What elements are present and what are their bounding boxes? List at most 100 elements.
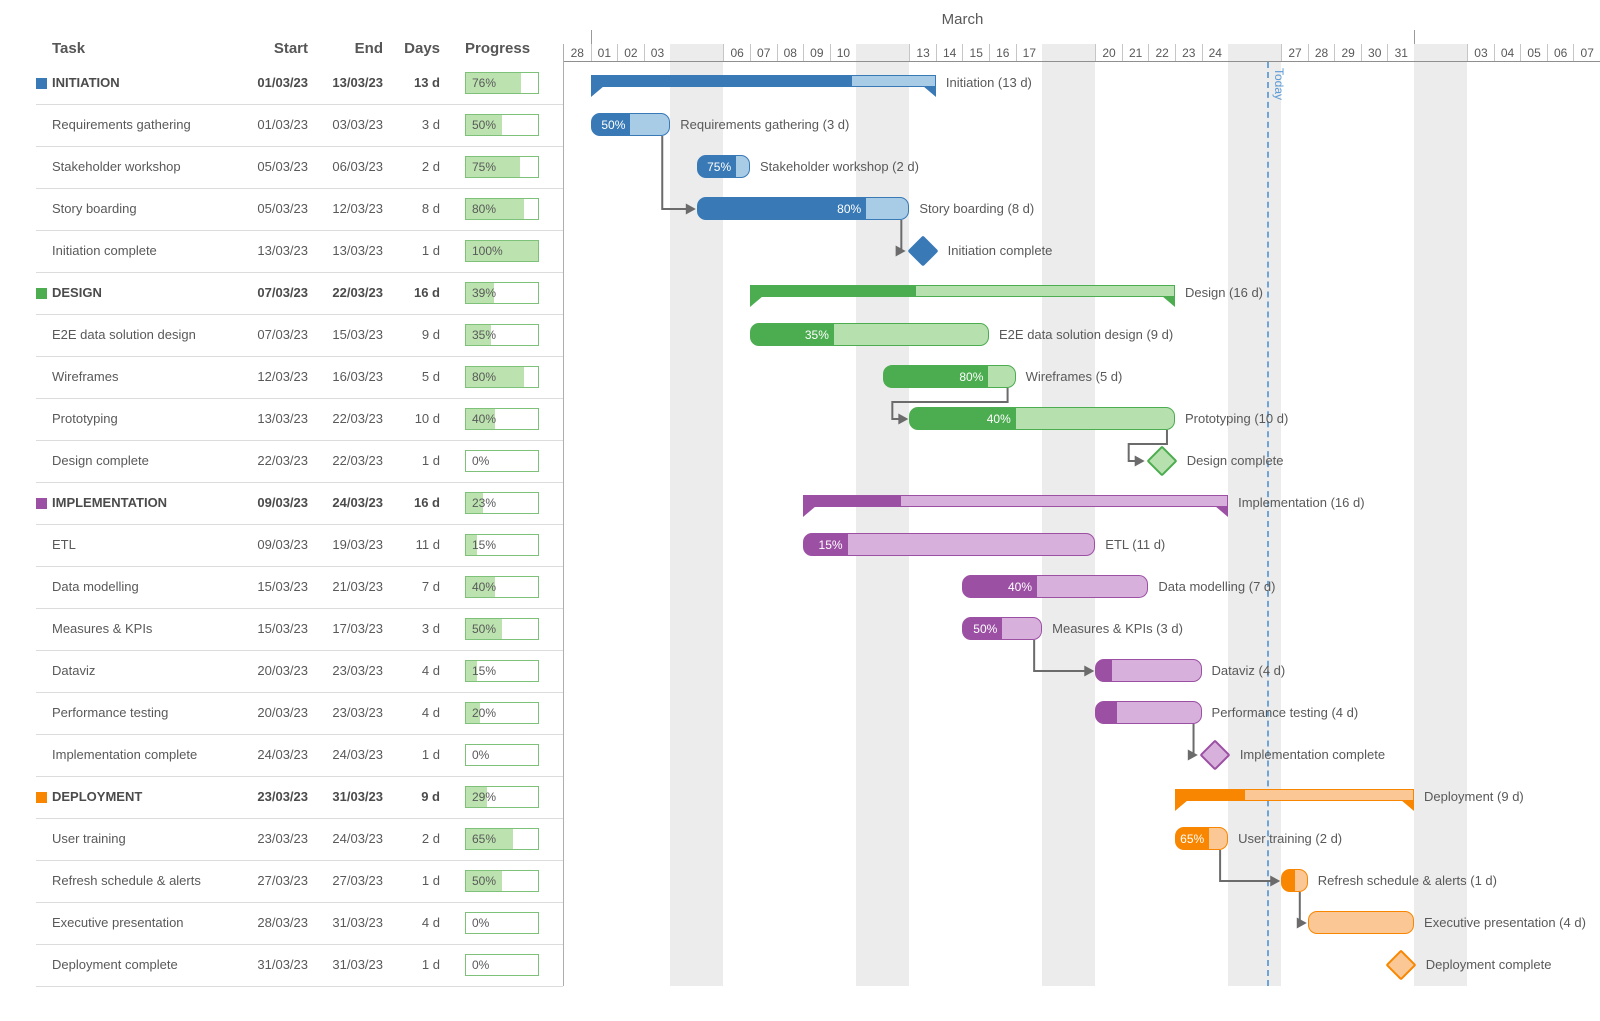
summary-progress-fill (750, 286, 916, 296)
gantt-task-bar[interactable]: 50% (962, 617, 1043, 640)
gantt-task-bar[interactable] (1281, 869, 1308, 892)
task-progress-label: 0% (472, 454, 490, 468)
table-row[interactable]: Story boarding 05/03/23 12/03/23 8 d 80% (0, 188, 564, 230)
task-progress-cell: 29% (465, 786, 539, 808)
task-bar-progress-fill (1096, 702, 1118, 723)
table-row[interactable]: E2E data solution design 07/03/23 15/03/23… (0, 314, 564, 356)
gantt-summary-bar[interactable] (1174, 789, 1415, 811)
date-cell: 06 (1546, 44, 1574, 62)
task-days: 3 d (421, 621, 440, 636)
table-row[interactable]: Stakeholder workshop 05/03/23 06/03/23 2 d 7… (0, 146, 564, 188)
task-bar-progress-fill: 40% (963, 576, 1038, 597)
gantt-task-bar[interactable]: 35% (749, 323, 989, 346)
task-progress-fill (466, 619, 502, 639)
task-name: Measures & KPIs (52, 621, 153, 636)
task-name: INITIATION (52, 75, 120, 90)
task-table: Task Start End Days Progress INITIATION 0… (0, 0, 564, 1021)
dependency-arrow (891, 388, 1009, 420)
date-cell: 28 (570, 46, 584, 60)
date-cell: 06 (723, 44, 750, 62)
today-line (1266, 62, 1269, 986)
gantt-task-bar[interactable]: 15% (803, 533, 1096, 556)
gantt-task-bar[interactable] (1095, 701, 1202, 724)
month-boundary-tick (1414, 30, 1416, 44)
task-days: 1 d (421, 957, 440, 972)
table-row[interactable]: Measures & KPIs 15/03/23 17/03/23 3 d 50% (0, 608, 564, 650)
task-name: User training (52, 831, 126, 846)
task-start-date: 28/03/23 (257, 915, 308, 930)
task-start-date: 01/03/23 (257, 75, 308, 90)
gantt-task-bar[interactable]: 50% (590, 113, 671, 136)
table-row[interactable]: DEPLOYMENT 23/03/23 31/03/23 9 d 29% (0, 776, 564, 818)
bar-label: Stakeholder workshop (2 d) (759, 159, 919, 174)
gantt-task-bar[interactable] (1095, 659, 1202, 682)
group-color-icon (36, 498, 47, 509)
table-row[interactable]: Requirements gathering 01/03/23 03/03/23 3 … (0, 104, 564, 146)
table-row[interactable]: Executive presentation 28/03/23 31/03/23 4 … (0, 902, 564, 944)
task-progress-label: 0% (472, 748, 490, 762)
task-start-date: 23/03/23 (257, 831, 308, 846)
gantt-task-bar[interactable]: 40% (909, 407, 1175, 430)
gantt-summary-bar[interactable] (803, 495, 1229, 517)
table-row[interactable]: Data modelling 15/03/23 21/03/23 7 d 40% (0, 566, 564, 608)
task-days: 9 d (421, 789, 440, 804)
task-progress-label: 50% (472, 874, 497, 888)
gantt-task-bar[interactable]: 40% (962, 575, 1149, 598)
bar-label: Implementation complete (1239, 747, 1386, 762)
gantt-summary-bar[interactable] (590, 75, 936, 97)
date-cell: 27 (1281, 44, 1308, 62)
table-row[interactable]: Refresh schedule & alerts 27/03/23 27/03/2… (0, 860, 564, 902)
bar-label: Dataviz (4 d) (1211, 663, 1286, 678)
task-start-date: 15/03/23 (257, 621, 308, 636)
dependency-arrow (1219, 850, 1272, 882)
gantt-summary-bar[interactable] (749, 285, 1175, 307)
task-start-date: 01/03/23 (257, 117, 308, 132)
table-row[interactable]: Implementation complete 24/03/23 24/03/23 1… (0, 734, 564, 776)
table-row[interactable]: INITIATION 01/03/23 13/03/23 13 d 76% (0, 62, 564, 104)
task-progress-label: 35% (472, 328, 497, 342)
table-row[interactable]: Wireframes 12/03/23 16/03/23 5 d 80% (0, 356, 564, 398)
task-days: 10 d (414, 411, 440, 426)
table-row[interactable]: IMPLEMENTATION 09/03/23 24/03/23 16 d 23% (0, 482, 564, 524)
table-row[interactable]: Design complete 22/03/23 22/03/23 1 d 0% (0, 440, 564, 482)
bar-label: Initiation complete (947, 243, 1053, 258)
gantt-task-bar[interactable]: 80% (696, 197, 910, 220)
task-days: 4 d (421, 915, 440, 930)
task-days: 4 d (421, 663, 440, 678)
task-progress-cell: 40% (465, 408, 539, 430)
task-start-date: 13/03/23 (257, 411, 308, 426)
table-row[interactable]: Dataviz 20/03/23 23/03/23 4 d 15% (0, 650, 564, 692)
gantt-task-bar[interactable]: 80% (882, 365, 1016, 388)
group-color-icon (36, 792, 47, 803)
task-progress-label: 15% (472, 664, 497, 678)
gantt-task-bar[interactable]: 65% (1174, 827, 1229, 850)
table-row[interactable]: Deployment complete 31/03/23 31/03/23 1 d 0% (0, 944, 564, 986)
gantt-task-bar[interactable] (1307, 911, 1415, 934)
task-start-date: 24/03/23 (257, 747, 308, 762)
task-start-date: 09/03/23 (257, 537, 308, 552)
row-separator (36, 230, 563, 231)
gantt-task-bar[interactable]: 75% (696, 155, 750, 178)
table-row[interactable]: ETL 09/03/23 19/03/23 11 d 15% (0, 524, 564, 566)
table-row[interactable]: Prototyping 13/03/23 22/03/23 10 d 40% (0, 398, 564, 440)
table-row[interactable]: Initiation complete 13/03/23 13/03/23 1 d 10… (0, 230, 564, 272)
task-name: Requirements gathering (52, 117, 191, 132)
task-end-date: 06/03/23 (332, 159, 383, 174)
task-progress-label: 29% (472, 790, 497, 804)
summary-right-cap (1401, 800, 1415, 811)
date-cell: 23 (1174, 44, 1202, 62)
table-row[interactable]: User training 23/03/23 24/03/23 2 d 65% (0, 818, 564, 860)
task-end-date: 23/03/23 (332, 705, 383, 720)
task-progress-label: 15% (472, 538, 497, 552)
table-row[interactable]: Performance testing 20/03/23 23/03/23 4 d 20… (0, 692, 564, 734)
table-row[interactable]: DESIGN 07/03/23 22/03/23 16 d 39% (0, 272, 564, 314)
task-name: Design complete (52, 453, 149, 468)
bar-label: Data modelling (7 d) (1158, 579, 1276, 594)
date-cell: 30 (1360, 44, 1388, 62)
dependency-arrow (661, 136, 687, 210)
task-start-date: 07/03/23 (257, 327, 308, 342)
task-bar-progress-fill (1096, 660, 1112, 681)
bar-percent-label: 75% (707, 159, 732, 174)
task-days: 8 d (421, 201, 440, 216)
task-progress-fill (466, 703, 481, 723)
